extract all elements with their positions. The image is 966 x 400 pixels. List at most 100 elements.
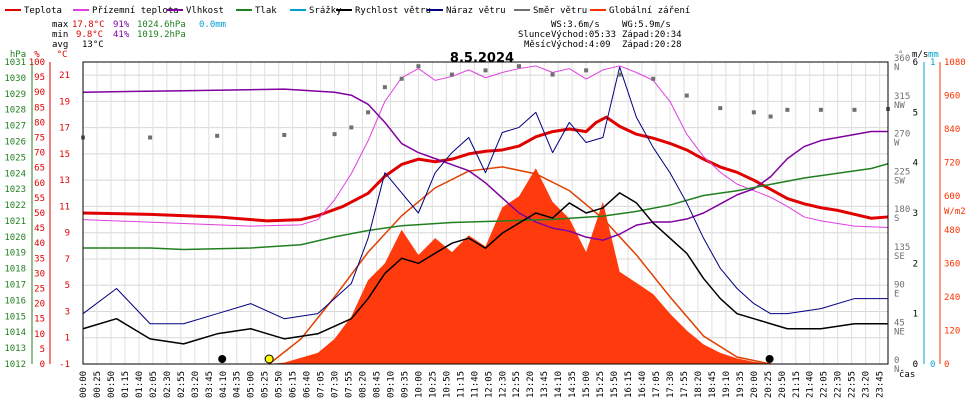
wind-direction-point: [751, 110, 756, 115]
legend-label: Tlak: [255, 6, 277, 16]
tick-label-wind-dir: 225: [894, 167, 910, 177]
tick-label-time: 19:35: [736, 371, 746, 398]
tick-label-temperature_c: 13: [59, 176, 70, 186]
tick-label-time: 22:55: [848, 371, 858, 398]
series-radiation-theoretical: [268, 166, 771, 365]
tick-label-time: 18:20: [694, 371, 704, 398]
tick-label-time: 07:05: [317, 371, 327, 398]
tick-label-time: 23:20: [862, 371, 872, 398]
tick-label-wind-speed: 2: [913, 259, 918, 269]
wind-direction-point: [818, 107, 823, 112]
tick-label-temperature_c: 11: [59, 202, 70, 212]
tick-label-time: 17:05: [652, 371, 662, 398]
tick-label-pressure_hpa: 1019: [4, 249, 26, 259]
legend-label: Globální záření: [609, 6, 690, 16]
axes-layer: 1012101310141015101610171018101910201021…: [4, 50, 965, 398]
stats-avg-temp: 13°C: [82, 40, 104, 50]
sun-moon-panel: WS:3.6m/s WG:5.9m/s Slunce Východ:05:33 …: [518, 20, 682, 50]
tick-label-time: 21:15: [792, 371, 802, 398]
legend-label: Vlhkost: [186, 6, 224, 16]
tick-label-time: 16:40: [638, 371, 648, 398]
tick-label-wind-dir-compass: NE: [894, 327, 905, 337]
tick-label-wind-dir: 135: [894, 243, 910, 253]
legend-label: Náraz větru: [446, 6, 506, 16]
tick-label-wind-dir: 0: [894, 356, 899, 366]
tick-label-wind-dir: 270: [894, 130, 910, 140]
chart-title: 8.5.2024: [450, 51, 514, 66]
tick-label-time: 09:10: [386, 371, 396, 398]
tick-label-time: 00:00: [79, 371, 89, 398]
wind-direction-point: [617, 72, 622, 77]
stats-max-press: 1024.6hPa: [137, 20, 186, 30]
tick-label-time: 13:45: [540, 371, 550, 398]
wind-direction-point: [483, 68, 488, 73]
wind-direction-point: [416, 64, 421, 69]
tick-label-time: 10:25: [428, 371, 438, 398]
wind-direction-point: [550, 72, 555, 77]
info-wg: WG:5.9m/s: [622, 20, 671, 30]
tick-label-humidity_pct: 65: [34, 164, 45, 174]
stats-min-hum: 41%: [113, 30, 130, 40]
series-radiation-area: [269, 168, 771, 364]
legend: Teplota Přízemní teplota Vlhkost Tlak Srážky…: [5, 6, 690, 16]
info-ws: WS:3.6m/s: [551, 20, 600, 30]
tick-label-wind-dir: 90: [894, 281, 905, 291]
tick-label-time: 03:45: [205, 371, 215, 398]
tick-label-pressure_hpa: 1028: [4, 106, 26, 116]
wind-direction-point: [684, 93, 689, 98]
tick-label-humidity_pct: 55: [34, 194, 45, 204]
tick-label-time: 10:00: [414, 371, 424, 398]
legend-label: Směr větru: [533, 6, 587, 16]
tick-label-time: 03:20: [191, 371, 201, 398]
wind-direction-point: [399, 76, 404, 81]
tick-label-humidity_pct: 45: [34, 224, 45, 234]
tick-label-pressure_hpa: 1021: [4, 217, 26, 227]
tick-label-time: 02:55: [177, 371, 187, 398]
axis-unit-humidity_pct: %: [34, 50, 40, 60]
series-tlak: [83, 163, 889, 251]
tick-label-time: 02:30: [163, 371, 173, 398]
tick-label-humidity_pct: 70: [34, 149, 45, 159]
plot-frame: [82, 61, 889, 365]
tick-label-temperature_c: 3: [65, 307, 70, 317]
tick-label-wind-speed: 3: [913, 209, 918, 219]
tick-label-time: 21:40: [806, 371, 816, 398]
tick-label-pressure_hpa: 1031: [4, 58, 26, 68]
tick-label-radiation: 1080: [944, 58, 966, 68]
tick-label-precip: 1: [930, 58, 935, 68]
tick-label-time: 22:30: [834, 371, 844, 398]
tick-label-time: 08:45: [372, 371, 382, 398]
tick-label-wind-speed: 5: [913, 108, 918, 118]
tick-label-time: 06:40: [303, 371, 313, 398]
tick-label-time: 12:30: [498, 371, 508, 398]
tick-label-pressure_hpa: 1022: [4, 201, 26, 211]
legend-label: Rychlost větru: [355, 6, 431, 16]
tick-label-time: 17:55: [680, 371, 690, 398]
wind-direction-point: [584, 68, 589, 73]
tick-label-pressure_hpa: 1030: [4, 74, 26, 84]
tick-label-temperature_c: 17: [59, 124, 70, 134]
tick-label-time: 08:20: [359, 371, 369, 398]
tick-label-time: 20:25: [764, 371, 774, 398]
tick-label-time: 11:15: [456, 371, 466, 398]
tick-label-wind-speed: 0: [913, 360, 918, 370]
wind-direction-point: [282, 132, 287, 137]
wind-direction-point: [517, 64, 522, 69]
tick-label-time: 15:25: [596, 371, 606, 398]
tick-label-temperature_c: 7: [65, 255, 70, 265]
tick-label-humidity_pct: 50: [34, 209, 45, 219]
tick-label-temperature_c: 21: [59, 71, 70, 81]
tick-label-humidity_pct: 75: [34, 134, 45, 144]
stats-max-rain: 0.0mm: [199, 20, 226, 30]
tick-label-pressure_hpa: 1025: [4, 153, 26, 163]
info-moon-label: Měsíc: [524, 40, 551, 50]
axis-unit-pressure_hpa: hPa: [10, 50, 26, 60]
tick-label-pressure_hpa: 1016: [4, 296, 26, 306]
tick-label-humidity_pct: 40: [34, 239, 45, 249]
tick-label-humidity_pct: 85: [34, 103, 45, 113]
tick-label-humidity_pct: 80: [34, 118, 45, 128]
tick-label-time: 15:50: [610, 371, 620, 398]
moon-rise-marker: [218, 355, 227, 363]
info-moon-rise: Východ:4:09: [551, 40, 611, 50]
tick-label-precip: 0: [930, 360, 935, 370]
